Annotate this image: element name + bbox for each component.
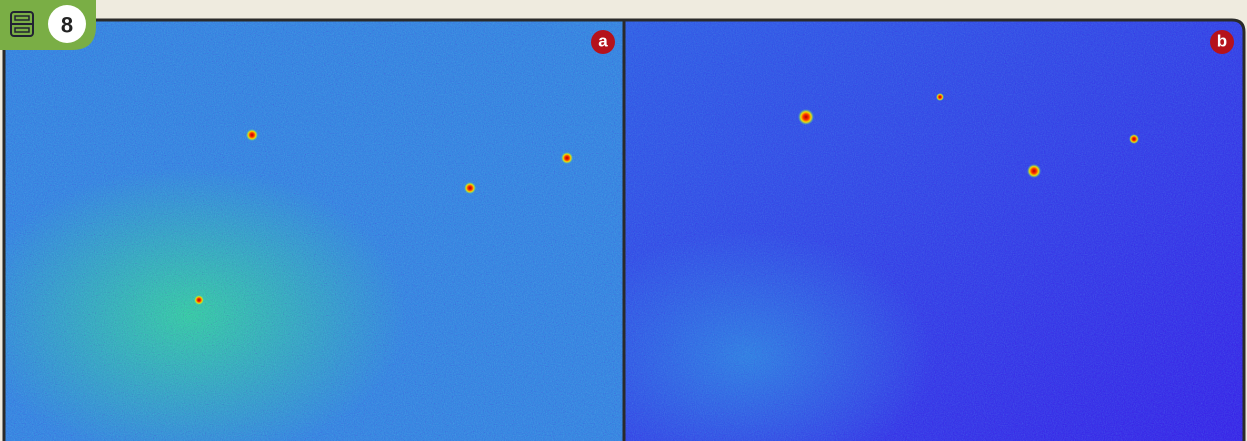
panel-a-noise: [4, 20, 624, 441]
panel-label: a: [598, 32, 608, 51]
star: [936, 93, 944, 101]
page: 8 a b (() => { const data = JSON.parse(d…: [0, 0, 1247, 441]
star: [464, 182, 476, 194]
panel-b-noise: [624, 20, 1244, 441]
panel-a-label: a: [591, 30, 615, 54]
star: [194, 295, 204, 305]
star: [1027, 164, 1041, 178]
star: [561, 152, 573, 164]
star: [798, 109, 814, 125]
star: [1129, 134, 1139, 144]
figure: 8 a b: [0, 0, 1247, 441]
figure-badge: 8: [0, 0, 96, 50]
panel-label: b: [1217, 32, 1227, 51]
star: [246, 129, 258, 141]
figure-number: 8: [61, 13, 73, 38]
panel-b-label: b: [1210, 30, 1234, 54]
